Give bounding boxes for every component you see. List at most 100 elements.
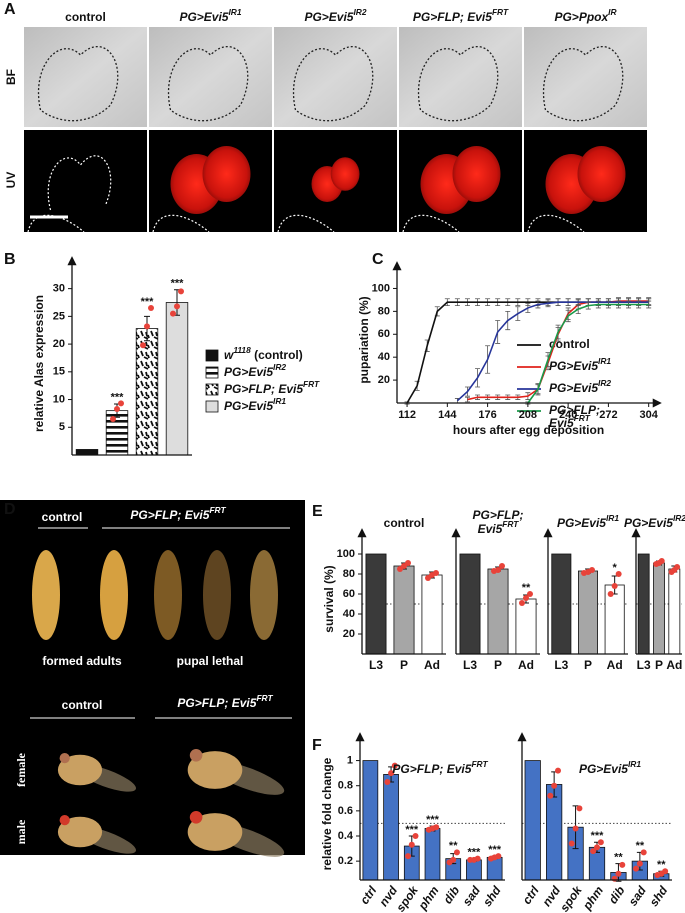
- row-label: female: [14, 752, 28, 787]
- fly-body: [187, 813, 243, 851]
- tissue-outline: [27, 214, 85, 233]
- legend-label: control: [549, 337, 590, 351]
- x-tick-label: 240: [559, 409, 577, 421]
- y-tick-label: 10: [53, 393, 65, 405]
- x-tick-label: 112: [398, 409, 416, 421]
- x-tick-label: L3: [637, 658, 651, 672]
- fly-eye: [59, 753, 70, 764]
- group-label: control: [42, 510, 83, 524]
- group-label: PG>FLP; Evi5FRT: [177, 693, 273, 710]
- fly-body: [187, 751, 243, 789]
- series-line: [527, 303, 649, 404]
- text-span: PG>Evi5: [549, 359, 598, 373]
- tissue-outline: [402, 214, 460, 233]
- legend-label: PG>FLP;: [549, 403, 600, 417]
- x-tick-label: shd: [647, 883, 671, 909]
- significance: ***: [141, 296, 155, 308]
- legend-swatch: [205, 400, 219, 413]
- text-span: PG>Evi5: [557, 516, 606, 530]
- x-tick-label: sad: [460, 883, 484, 909]
- y-tick-label: 0.4: [338, 830, 354, 842]
- chart-title: control: [384, 516, 425, 530]
- y-tick-label: 1: [347, 754, 353, 766]
- text-span: PG>Evi5: [624, 516, 673, 530]
- row-label: BF: [4, 69, 18, 85]
- data-point: [568, 840, 575, 847]
- chart-title: PG>Evi5IR1: [557, 513, 619, 530]
- text-span: PG>FLP; Evi5: [224, 382, 303, 396]
- y-tick-label: 60: [343, 588, 355, 600]
- data-point: [607, 591, 614, 597]
- x-tick-label: 272: [599, 409, 617, 421]
- legend-label: PG>Evi5IR2: [549, 378, 611, 395]
- text-span: IR1: [228, 7, 241, 17]
- y-tick-label: 60: [378, 328, 390, 340]
- x-tick-label: 208: [519, 409, 537, 421]
- significance: ***: [468, 847, 482, 859]
- data-point: [495, 853, 502, 860]
- panel-label: E: [312, 503, 323, 520]
- bar: [637, 553, 650, 655]
- data-point: [589, 567, 595, 573]
- y-tick-label: 0.2: [338, 855, 353, 867]
- series-line: [456, 301, 649, 402]
- legend-label: Evi5FRT: [549, 413, 591, 430]
- series-line: [406, 301, 649, 404]
- legend-label: PG>Evi5IR1: [224, 396, 286, 413]
- x-tick-label: ctrl: [357, 883, 380, 907]
- y-tick-label: 20: [343, 628, 355, 640]
- row-label: UV: [4, 172, 18, 189]
- text-span: FRT: [492, 7, 509, 17]
- text-span: PG>Evi5: [224, 365, 273, 379]
- text-span: IR2: [273, 362, 286, 372]
- bar: [515, 598, 537, 655]
- y-tick-label: 80: [378, 305, 390, 317]
- data-point: [114, 405, 120, 412]
- bar: [578, 570, 599, 655]
- data-point: [658, 558, 665, 564]
- data-point: [523, 595, 529, 601]
- data-point: [547, 792, 554, 799]
- bar: [668, 568, 681, 655]
- bar: [135, 328, 159, 456]
- pupa: [100, 550, 128, 640]
- significance: **: [449, 840, 458, 852]
- fluorescent-gland: [452, 146, 501, 202]
- significance: **: [522, 582, 531, 594]
- data-point: [551, 782, 558, 789]
- legend-label: PG>FLP; Evi5FRT: [224, 379, 320, 396]
- text-span: IR2: [353, 7, 366, 17]
- data-point: [611, 875, 618, 882]
- significance: ***: [405, 824, 419, 836]
- tissue-outline: [527, 214, 585, 233]
- y-tick-label: 0.6: [338, 805, 353, 817]
- x-tick-label: Ad: [424, 658, 440, 672]
- y-axis-label: pupariation (%): [357, 296, 371, 383]
- data-point: [594, 844, 600, 851]
- text-span: PG>Ppox: [554, 10, 609, 24]
- x-tick-label: 144: [438, 409, 457, 421]
- text-span: IR1: [273, 396, 286, 406]
- x-tick-label: Ad: [666, 658, 682, 672]
- gland-outline: [168, 45, 249, 122]
- bar: [653, 562, 665, 655]
- data-point: [433, 824, 440, 831]
- y-tick-label: 5: [59, 421, 65, 433]
- fly-eye: [189, 811, 203, 824]
- group-label: PG>FLP; Evi5FRT: [130, 505, 226, 522]
- text-span: FRT: [471, 759, 488, 769]
- x-tick-label: P: [584, 658, 592, 672]
- pupa: [154, 550, 182, 640]
- data-point: [178, 288, 184, 295]
- x-tick-label: L3: [463, 658, 477, 672]
- x-tick-label: P: [494, 658, 502, 672]
- data-point: [495, 567, 501, 573]
- caption: formed adults: [42, 654, 122, 668]
- text-span: FRT: [502, 519, 519, 529]
- bar: [165, 302, 189, 456]
- bar: [487, 568, 509, 655]
- data-point: [140, 342, 146, 349]
- significance: **: [614, 852, 623, 864]
- bar: [365, 553, 387, 655]
